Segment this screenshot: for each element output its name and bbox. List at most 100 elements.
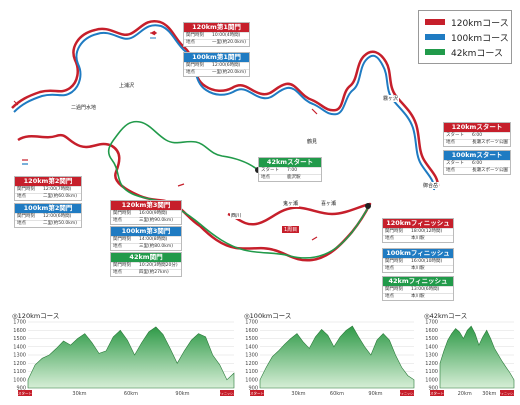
profile-title: ◎120kmコース [12, 312, 60, 320]
profile-title: ◎100kmコース [244, 312, 292, 320]
place-koyama: 御合岳 [422, 182, 440, 189]
profile-chart: 1700 1600 1500 1400 1300 1200 1100 1000 900 20km 3… [425, 320, 516, 398]
goal-label: フィニッシュ [218, 391, 236, 396]
place-saikawa: 西川 [230, 212, 243, 219]
goal-badge [220, 390, 234, 396]
card-100km-checkpoint-3: 100km第3関門 関門時刻 14:00(8時間) 地点 三里(約80.0km) [110, 226, 182, 251]
card-value: 10:20(3時間20分) [139, 263, 178, 268]
x-tick-label: 90km [368, 391, 382, 397]
x-tick-label: 90km [175, 391, 189, 397]
card-42km-start: 42kmスタート スタート 7:00 地点 鹿沢駅 [258, 157, 322, 182]
card-value: 12:00(6時間) [43, 214, 72, 219]
card-value: 三里(約90.0km) [139, 218, 174, 223]
card-key: 地点 [186, 70, 195, 75]
x-tick-label: 60km [124, 391, 138, 397]
card-key: 関門時刻 [113, 237, 131, 242]
goal-label: フィニッシュ [398, 391, 416, 396]
card-100km-checkpoint-1: 100km第1関門 関門時刻 12:00(6時間) 地点 一里(約20.0km) [183, 52, 250, 77]
x-tick-label: 20km [458, 391, 472, 397]
place-yasumi: 霧ヶ沢 [382, 95, 400, 102]
card-key: 地点 [385, 236, 394, 241]
card-title: 120km第3関門 [111, 201, 181, 210]
y-tick-label: 1400 [425, 344, 438, 350]
y-tick-label: 900 [248, 386, 258, 392]
card-key: 地点 [17, 221, 26, 226]
y-tick-label: 1700 [245, 320, 258, 326]
legend: 120kmコース 100kmコース 42kmコース [418, 10, 512, 64]
profile-42km: ◎42kmコース 1700 1600 1500 1400 1300 1200 1100 100… [420, 310, 518, 402]
card-100km-start: 100kmスタート スタート 6:00 地点 長瀬スポーツ公園 [443, 150, 511, 175]
y-tick-label: 1100 [13, 369, 26, 375]
card-key: 地点 [113, 244, 122, 249]
card-value: 一里(約20.0km) [212, 40, 247, 45]
elevation-area [439, 325, 515, 389]
place-tsurumi: 鶴見 [306, 138, 319, 145]
finish-point [365, 203, 371, 209]
legend-label: 100kmコース [451, 33, 509, 44]
card-value: 14:00(8時間) [139, 237, 168, 242]
y-tick-label: 1100 [425, 369, 438, 375]
card-title: 100km第1関門 [184, 53, 249, 62]
place-nitani: 二過門水地 [70, 104, 98, 111]
card-value: 本川駅 [411, 294, 425, 299]
card-title: 120km第2関門 [15, 177, 81, 186]
card-value: 本川駅 [411, 266, 425, 271]
y-tick-label: 1000 [425, 377, 438, 383]
legend-item-120: 120kmコース [425, 16, 509, 29]
y-tick-label: 1200 [245, 361, 258, 367]
goal-label: フィニッシュ [498, 391, 516, 396]
card-key: スタート [446, 133, 464, 138]
profile-title: ◎42kmコース [424, 312, 468, 320]
start-badge [430, 390, 444, 396]
y-tick-label: 1400 [13, 344, 26, 350]
card-value: 16:00(9時間) [139, 211, 168, 216]
card-title: 100kmフィニッシュ [383, 249, 453, 258]
profile-chart: 1700 1600 1500 1400 1300 1200 1100 1000 900 30km 6… [13, 320, 236, 398]
y-tick-label: 1000 [13, 377, 26, 383]
legend-label: 120kmコース [451, 18, 509, 29]
start-badge [250, 390, 264, 396]
y-tick-label: 1700 [13, 320, 26, 326]
y-tick-label: 1600 [13, 328, 26, 334]
card-title: 100kmスタート [444, 151, 510, 160]
y-tick-label: 1300 [425, 353, 438, 359]
y-tick-label: 1200 [13, 361, 26, 367]
card-key: 関門時刻 [385, 259, 403, 264]
course-map [11, 19, 440, 262]
y-tick-label: 1300 [245, 353, 258, 359]
card-key: 地点 [446, 140, 455, 145]
x-tick-label: 30km [291, 391, 305, 397]
profile-chart: 1700 1600 1500 1400 1300 1200 1100 1000 900 30km 6… [245, 320, 416, 398]
y-tick-label: 1000 [245, 377, 258, 383]
card-key: 関門時刻 [17, 214, 35, 219]
direction-arrows [13, 30, 318, 241]
card-key: 地点 [113, 218, 122, 223]
x-tick-label: 60km [330, 391, 344, 397]
card-key: 関門時刻 [186, 33, 204, 38]
place-kamiura: 上浦沢 [118, 82, 136, 89]
card-value: 6:00 [472, 161, 483, 166]
card-key: 地点 [385, 294, 394, 299]
legend-swatch [425, 19, 445, 25]
profile-100km: ◎100kmコース 1700 1600 1500 1400 1300 1200 1100 10… [240, 310, 418, 402]
card-key: 関門時刻 [113, 211, 131, 216]
card-value: 10:00(4時間) [212, 33, 241, 38]
card-key: 関門時刻 [113, 263, 131, 268]
card-value: 四里(約27km) [139, 270, 169, 275]
card-value: 16:00(10時間) [411, 259, 443, 264]
legend-swatch [425, 34, 445, 40]
card-title: 120kmスタート [444, 123, 510, 132]
card-title: 42kmフィニッシュ [383, 277, 453, 286]
y-tick-label: 900 [428, 386, 438, 392]
elevation-area [27, 326, 235, 389]
card-value: 三里(約80.0km) [139, 244, 174, 249]
y-tick-label: 1700 [425, 320, 438, 326]
card-key: 関門時刻 [186, 63, 204, 68]
card-120km-finish: 120kmフィニッシュ 関門時刻 18:00(12時間) 地点 本川駅 [382, 218, 454, 243]
card-key: 地点 [261, 175, 270, 180]
route-100km [13, 24, 436, 191]
card-100km-finish: 100kmフィニッシュ 関門時刻 16:00(10時間) 地点 本川駅 [382, 248, 454, 273]
card-value: 13:00(6時間) [411, 287, 440, 292]
start-label: スタート [430, 391, 444, 396]
lap-badge: 1周目 [282, 226, 300, 233]
